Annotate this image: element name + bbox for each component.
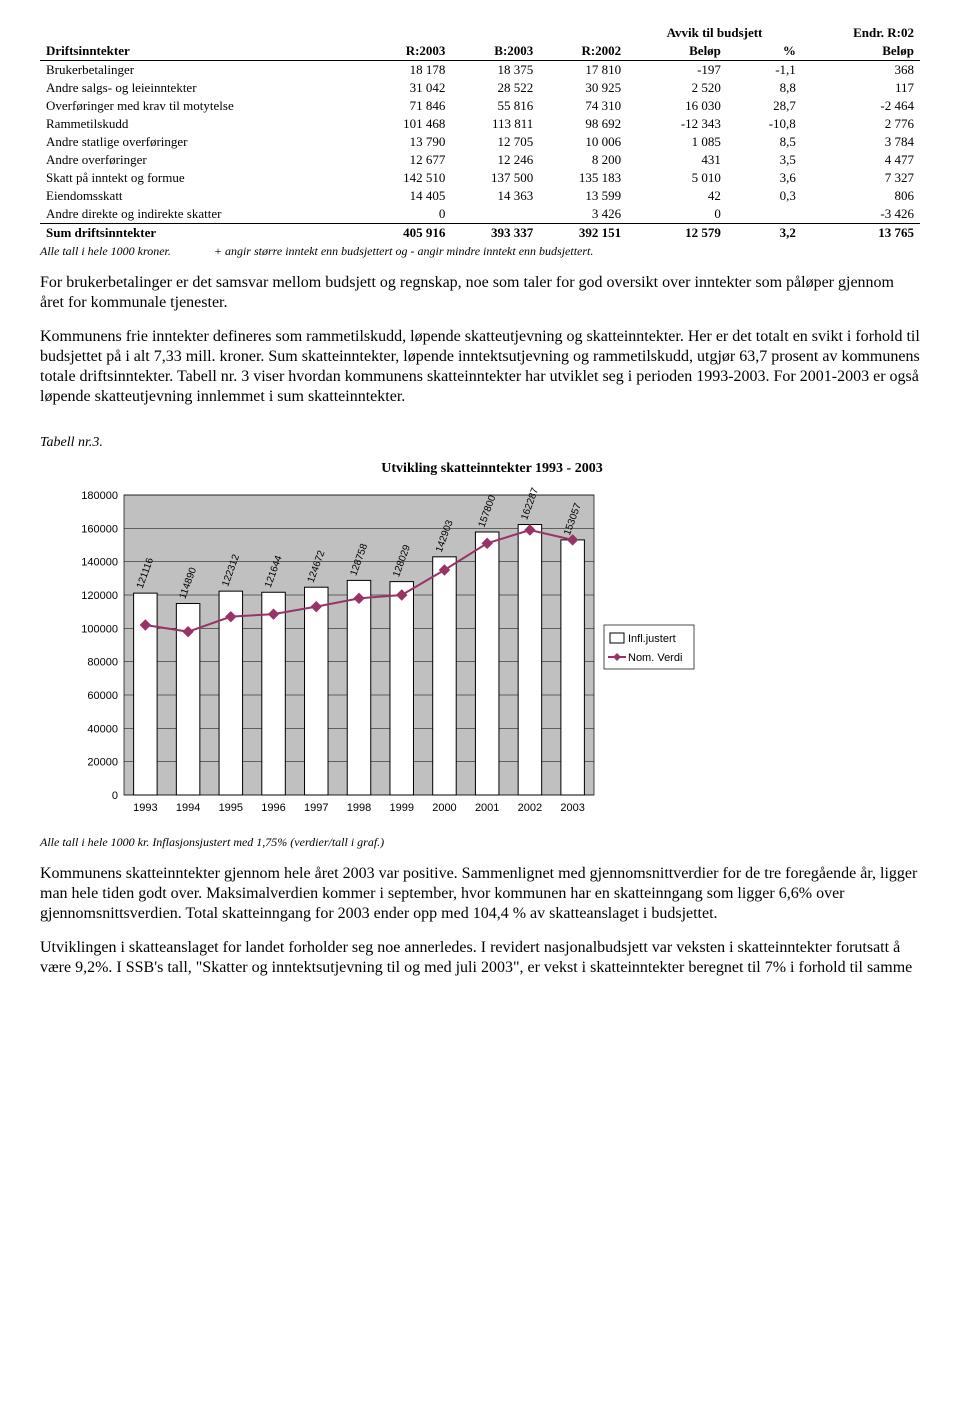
svg-text:1994: 1994: [176, 802, 200, 814]
svg-text:Infl.justert: Infl.justert: [628, 633, 676, 645]
chart-svg: 0 20000 40000 60000 80000 100000 120000 140000 1…: [64, 485, 704, 825]
table-caption: Tabell nr.3.: [40, 435, 920, 451]
svg-text:0: 0: [112, 790, 118, 802]
th-blank: [40, 24, 364, 42]
svg-text:60000: 60000: [87, 690, 118, 702]
svg-text:1998: 1998: [347, 802, 371, 814]
svg-text:Nom. Verdi: Nom. Verdi: [628, 652, 682, 664]
table-row: Eiendomsskatt14 40514 36313 599420,3806: [40, 187, 920, 205]
table-row: Brukerbetalinger18 17818 37517 810-197-1…: [40, 61, 920, 80]
table-row: Andre direkte og indirekte skatter03 426…: [40, 205, 920, 224]
paragraph-1: For brukerbetalinger er det samsvar mell…: [40, 273, 920, 313]
th-belop1: Beløp: [627, 42, 727, 61]
th-belop2: Beløp: [802, 42, 920, 61]
svg-text:100000: 100000: [81, 623, 118, 635]
svg-text:40000: 40000: [87, 723, 118, 735]
th-r2003: R:2003: [364, 42, 452, 61]
svg-text:180000: 180000: [81, 490, 118, 502]
th-pct: %: [727, 42, 802, 61]
svg-text:160000: 160000: [81, 523, 118, 535]
svg-text:2001: 2001: [475, 802, 499, 814]
sum-label: Sum driftsinntekter: [40, 224, 364, 243]
svg-text:2000: 2000: [432, 802, 456, 814]
skatteinntekter-chart: Utvikling skatteinntekter 1993 - 2003 0 2…: [64, 461, 920, 825]
table-row: Rammetilskudd101 468113 81198 692-12 343…: [40, 115, 920, 133]
paragraph-3: Kommunens skatteinntekter gjennom hele å…: [40, 864, 920, 924]
chart-title: Utvikling skatteinntekter 1993 - 2003: [64, 461, 920, 477]
th-b2003: B:2003: [451, 42, 539, 61]
chart-footnote: Alle tall i hele 1000 kr. Inflasjonsjust…: [40, 835, 920, 850]
table-row: Andre salgs- og leieinntekter31 04228 52…: [40, 79, 920, 97]
th-avvik: Avvik til budsjett: [627, 24, 802, 42]
paragraph-4: Utviklingen i skatteanslaget for landet …: [40, 938, 920, 978]
table-row: Andre overføringer12 67712 2468 2004313,…: [40, 151, 920, 169]
svg-text:1996: 1996: [261, 802, 285, 814]
table-row: Overføringer med krav til motytelse71 84…: [40, 97, 920, 115]
paragraph-2: Kommunens frie inntekter defineres som r…: [40, 327, 920, 407]
svg-text:20000: 20000: [87, 757, 118, 769]
th-r2002: R:2002: [539, 42, 627, 61]
svg-text:2003: 2003: [560, 802, 584, 814]
svg-text:140000: 140000: [81, 557, 118, 569]
table-row: Andre statlige overføringer13 79012 7051…: [40, 133, 920, 151]
th-driftsinntekter: Driftsinntekter: [40, 42, 364, 61]
svg-text:1999: 1999: [389, 802, 413, 814]
svg-text:2002: 2002: [518, 802, 542, 814]
th-endr: Endr. R:02: [802, 24, 920, 42]
svg-text:1997: 1997: [304, 802, 328, 814]
svg-text:1993: 1993: [133, 802, 157, 814]
svg-text:1995: 1995: [219, 802, 243, 814]
table-footnote: Alle tall i hele 1000 kroner. + angir st…: [40, 244, 920, 259]
driftsinntekter-table: Avvik til budsjett Endr. R:02 Driftsinnt…: [40, 24, 920, 242]
svg-text:80000: 80000: [87, 657, 118, 669]
table-row: Skatt på inntekt og formue142 510137 500…: [40, 169, 920, 187]
svg-text:120000: 120000: [81, 590, 118, 602]
